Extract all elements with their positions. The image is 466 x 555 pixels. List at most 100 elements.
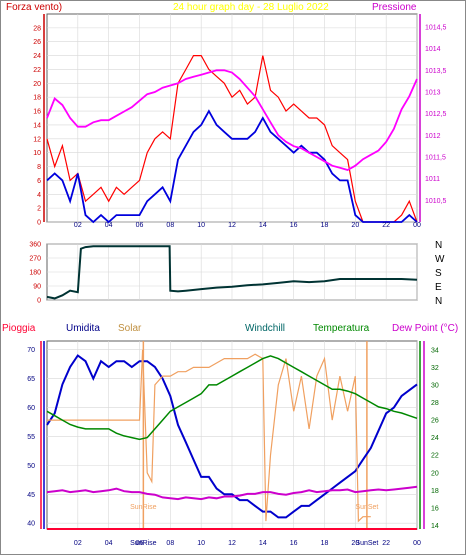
right-tick-label: 1013,5 xyxy=(425,68,447,75)
left-tick-label: 10 xyxy=(33,150,41,157)
x-tick-label: 10 xyxy=(197,540,205,547)
x-tick-label: 22 xyxy=(382,540,390,547)
direction-tick-label: 180 xyxy=(29,270,41,277)
humidity-tick-label: 45 xyxy=(27,492,35,499)
wind-direction-series xyxy=(46,245,418,300)
left-tick-label: 28 xyxy=(33,25,41,32)
left-tick-label: 18 xyxy=(33,95,41,102)
right-tick-label: 1010,5 xyxy=(425,198,447,205)
compass-label: N xyxy=(435,296,442,307)
sunrise-axis-label: SunRise xyxy=(130,540,157,547)
x-tick-label: 20 xyxy=(351,540,359,547)
wind-average-series xyxy=(46,109,418,224)
x-tick-label: 12 xyxy=(228,222,236,229)
x-tick-label: 14 xyxy=(259,540,267,547)
x-tick-label: 16 xyxy=(290,540,298,547)
temperature-tick-label: 28 xyxy=(431,400,439,407)
direction-tick-label: 360 xyxy=(29,242,41,249)
left-tick-label: 4 xyxy=(37,192,41,199)
sunset-axis-label: SunSet xyxy=(355,540,378,547)
pressure-label: Pressione xyxy=(372,2,417,13)
x-tick-label: 10 xyxy=(197,222,205,229)
humidity-tick-label: 60 xyxy=(27,405,35,412)
sunset-label: SunSet xyxy=(355,504,378,511)
dewpoint-series xyxy=(46,485,418,501)
temperature-tick-label: 30 xyxy=(431,382,439,389)
right-tick-label: 1011 xyxy=(425,176,440,183)
temperature-tick-label: 26 xyxy=(431,418,439,425)
compass-label: N xyxy=(435,240,442,251)
x-tick-label: 06 xyxy=(136,540,144,547)
x-tick-label: 06 xyxy=(136,222,144,229)
left-tick-label: 20 xyxy=(33,81,41,88)
x-tick-label: 16 xyxy=(290,222,298,229)
direction-tick-label: 270 xyxy=(29,256,41,263)
x-tick-label: 04 xyxy=(105,222,113,229)
left-tick-label: 6 xyxy=(37,178,41,185)
temperature-tick-label: 16 xyxy=(431,505,439,512)
right-tick-label: 1014 xyxy=(425,46,441,53)
temperature-tick-label: 24 xyxy=(431,435,439,442)
direction-tick-label: 0 xyxy=(37,298,41,305)
humidity-tick-label: 65 xyxy=(27,376,35,383)
x-tick-label: 20 xyxy=(351,222,359,229)
left-tick-label: 0 xyxy=(37,220,41,227)
compass-label: W xyxy=(435,254,445,265)
temperature-label: Temperatura xyxy=(313,323,370,334)
temperature-tick-label: 20 xyxy=(431,470,439,477)
x-tick-label: 18 xyxy=(321,222,329,229)
right-tick-label: 1012,5 xyxy=(425,111,447,118)
temperature-tick-label: 34 xyxy=(431,347,439,354)
left-tick-label: 2 xyxy=(37,206,41,213)
wind-gust-series xyxy=(46,54,418,223)
humidity-tick-label: 50 xyxy=(27,463,35,470)
left-tick-label: 22 xyxy=(33,67,41,74)
left-tick-label: 8 xyxy=(37,164,41,171)
right-tick-label: 1014,5 xyxy=(425,25,447,32)
x-tick-label: 02 xyxy=(74,222,82,229)
wind-speed-label: Forza vento) xyxy=(6,2,62,13)
x-tick-label: 00 xyxy=(413,540,421,547)
temperature-tick-label: 18 xyxy=(431,488,439,495)
compass-label: E xyxy=(435,282,442,293)
x-tick-label: 08 xyxy=(166,540,174,547)
left-tick-label: 16 xyxy=(33,109,41,116)
left-tick-label: 12 xyxy=(33,136,41,143)
x-tick-label: 14 xyxy=(259,222,267,229)
direction-tick-label: 90 xyxy=(33,284,41,291)
solar-label: Solar xyxy=(118,323,142,334)
right-tick-label: 1012 xyxy=(425,133,441,140)
temperature-tick-label: 32 xyxy=(431,365,439,372)
left-tick-label: 24 xyxy=(33,53,41,60)
sunrise-label: SunRise xyxy=(130,504,157,511)
dewpoint-label: Dew Point (°C) xyxy=(392,323,458,334)
left-tick-label: 14 xyxy=(33,122,41,129)
humidity-label: Umidita xyxy=(66,323,100,334)
humidity-tick-label: 70 xyxy=(27,347,35,354)
x-tick-label: 02 xyxy=(74,540,82,547)
x-tick-label: 08 xyxy=(166,222,174,229)
rain-label: Pioggia xyxy=(2,323,36,334)
pressure-series xyxy=(46,69,418,171)
humidity-series xyxy=(46,354,418,519)
temperature-humidity-panel: 40 45 50 55 60 65 70 14 16 18 20 22 24 26 28 30 32 34 SunR… xyxy=(27,340,439,547)
x-tick-label: 04 xyxy=(105,540,113,547)
right-tick-label: 1013 xyxy=(425,90,441,97)
x-tick-label: 22 xyxy=(382,222,390,229)
right-tick-label: 1011,5 xyxy=(425,155,446,162)
solar-series xyxy=(47,349,371,523)
humidity-tick-label: 40 xyxy=(27,521,35,528)
temperature-series xyxy=(46,355,418,441)
x-tick-label: 00 xyxy=(413,222,421,229)
x-tick-label: 12 xyxy=(228,540,236,547)
temperature-tick-label: 14 xyxy=(431,523,439,530)
left-tick-label: 26 xyxy=(33,39,41,46)
humidity-tick-label: 55 xyxy=(27,434,35,441)
x-tick-label: 18 xyxy=(321,540,329,547)
windchill-label: Windchill xyxy=(245,323,285,334)
compass-label: S xyxy=(435,268,442,279)
temperature-tick-label: 22 xyxy=(431,453,439,460)
wind-pressure-panel: 02468101214161820222426281010,510111011,… xyxy=(33,13,447,229)
